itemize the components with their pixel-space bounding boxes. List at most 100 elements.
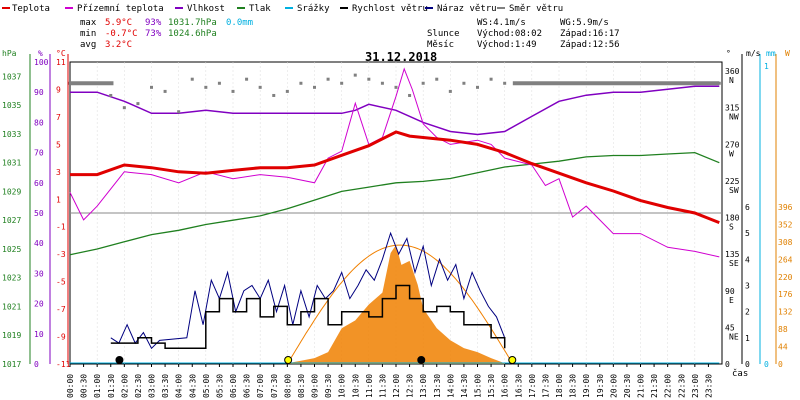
humidity-tick-label: 90 [34, 88, 44, 97]
wind-tick-label: 5 [745, 229, 750, 238]
wind-direction-point [353, 73, 357, 77]
unit-rain: mm [766, 49, 776, 58]
chart-title: 31.12.2018 [365, 50, 437, 64]
wind-direction-point [258, 85, 262, 89]
stats-block: max 5.9°C 93% 1031.7hPa 0.0mm min -0.7°C… [80, 18, 620, 50]
x-tick-label: 22:30 [677, 374, 686, 398]
pressure-tick-label: 1019 [2, 331, 21, 340]
wind-tick-label: 4 [745, 255, 750, 264]
humidity-tick-label: 40 [34, 239, 44, 248]
solar-tick-label: 176 [778, 290, 793, 299]
stats-max-label: max [80, 18, 97, 28]
temperature-tick-label: 9 [56, 85, 61, 94]
series-pressure [69, 151, 720, 256]
x-tick-label: 15:30 [487, 374, 496, 398]
wind-direction-point [231, 89, 235, 93]
x-tick-label: 17:00 [528, 374, 537, 398]
x-tick-label: 09:00 [311, 374, 320, 398]
solar-tick-label: 352 [778, 220, 793, 229]
series-humidity [70, 85, 720, 136]
x-tick-label: 23:00 [691, 374, 700, 398]
wind-direction-point [109, 93, 113, 97]
x-tick-label: 03:30 [161, 374, 170, 398]
x-tick-label: 10:30 [351, 374, 360, 398]
direction-compass-label: W [729, 149, 734, 158]
x-tick-label: 20:00 [609, 374, 618, 398]
temperature-tick-label: -5 [56, 278, 66, 287]
unit-direction: ° [726, 49, 731, 58]
x-tick-label: 13:30 [433, 374, 442, 398]
stats-sun-set: Západ:16:17 [560, 29, 620, 39]
wind-tick-label: 1 [745, 334, 750, 343]
x-tick-label: 07:00 [256, 374, 265, 398]
legend-label-prizemni-teplota: Přízemní teplota [77, 4, 164, 14]
unit-humidity: % [38, 49, 43, 58]
x-tick-label: 03:00 [148, 374, 157, 398]
wind-tick-label: 2 [745, 308, 750, 317]
wind-direction-point [408, 93, 412, 97]
wind-direction-point [272, 93, 276, 97]
solar-tick-label: 220 [778, 273, 793, 282]
wind-direction-point [122, 106, 126, 110]
x-axis-label: čas [732, 368, 748, 379]
wind-direction-point [340, 81, 344, 85]
x-tick-label: 19:00 [582, 374, 591, 398]
stats-avg-temp: 3.2°C [105, 40, 132, 50]
x-tick-label: 06:30 [243, 374, 252, 398]
direction-tick-label: 45 [725, 323, 735, 332]
series-solar-theoretical [286, 244, 514, 365]
legend-label-srazky: Srážky [297, 4, 330, 14]
solar-tick-label: 44 [778, 343, 788, 352]
x-tick-label: 12:30 [406, 374, 415, 398]
sunrise-marker [284, 356, 293, 364]
stats-avg-label: avg [80, 40, 96, 50]
sunset-marker [508, 356, 517, 364]
x-tick-label: 15:00 [474, 374, 483, 398]
wind-direction-point [394, 85, 398, 89]
direction-compass-label: NE [729, 332, 739, 341]
wind-direction-point [217, 81, 221, 85]
stats-moon-set: Západ:12:56 [560, 40, 620, 50]
stats-min-temp: -0.7°C [105, 29, 138, 39]
humidity-tick-label: 50 [34, 209, 44, 218]
x-tick-label: 00:30 [80, 374, 89, 398]
stats-wg: WG:5.9m/s [560, 18, 609, 28]
stats-ws: WS:4.1m/s [477, 18, 526, 28]
direction-tick-label: 180 [725, 214, 740, 223]
unit-wind: m/s [746, 49, 761, 58]
unit-headers: hPa % °C ° m/s mm W [2, 49, 790, 58]
temperature-tick-label: -3 [56, 250, 66, 259]
wind-direction-point [136, 102, 140, 106]
solar-tick-label: 264 [778, 255, 793, 264]
x-tick-label: 02:30 [134, 374, 143, 398]
humidity-tick-label: 80 [34, 118, 44, 127]
wind-direction-point [476, 85, 479, 89]
x-tick-label: 06:00 [229, 374, 238, 398]
x-tick-label: 21:00 [637, 374, 646, 398]
x-tick-label: 18:00 [555, 374, 564, 398]
x-tick-label: 10:00 [338, 374, 347, 398]
x-tick-label: 05:30 [215, 374, 224, 398]
x-tick-label: 20:30 [623, 374, 632, 398]
series-temperature [70, 130, 720, 224]
series-layer [68, 67, 721, 365]
x-tick-label: 05:00 [202, 374, 211, 398]
legend-label-tlak: Tlak [249, 4, 271, 14]
direction-compass-label: E [729, 296, 734, 305]
wind-direction-point [177, 110, 181, 114]
series-wind-gust [110, 231, 506, 350]
legend-label-rychlost-vetru: Rychlost větru [352, 4, 428, 14]
humidity-tick-label: 30 [34, 269, 44, 278]
legend-label-smer-vetru: Směr větru [509, 4, 563, 14]
wind-direction-point [380, 81, 384, 85]
stats-sun-rise: Východ:08:02 [477, 29, 542, 39]
pressure-tick-label: 1035 [2, 101, 21, 110]
wind-direction-point [150, 85, 153, 89]
stats-moon-label: Měsíc [427, 40, 454, 50]
temperature-tick-label: -9 [56, 333, 66, 342]
stats-max-rain: 0.0mm [226, 18, 253, 28]
wind-direction-point [326, 77, 330, 81]
solar-tick-label: 396 [778, 203, 793, 212]
direction-compass-label: N [729, 76, 734, 85]
stats-max-temp: 5.9°C [105, 18, 132, 28]
